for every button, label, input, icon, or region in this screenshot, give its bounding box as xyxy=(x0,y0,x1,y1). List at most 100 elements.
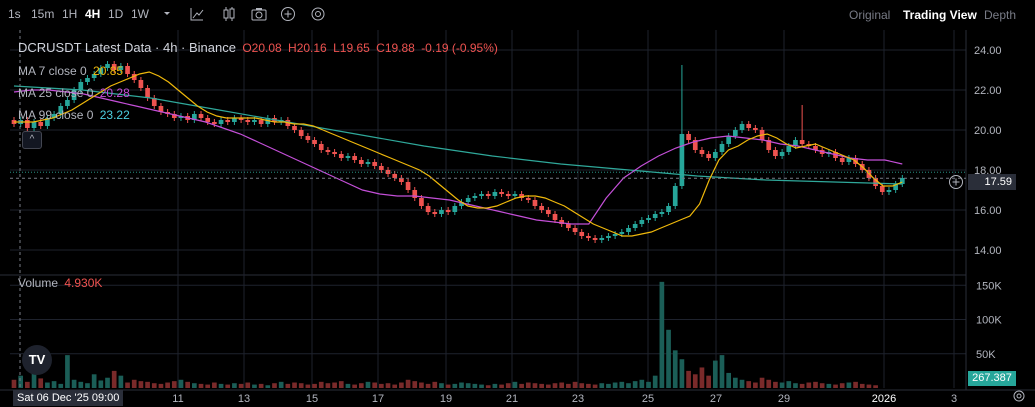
add-alert-icon[interactable] xyxy=(948,174,964,190)
volume-bar xyxy=(171,381,177,388)
volume-bar xyxy=(866,384,872,388)
volume-bar xyxy=(712,360,718,388)
volume-bar xyxy=(512,381,518,388)
candle-body xyxy=(98,68,104,74)
ma99-value: 23.22 xyxy=(99,108,130,122)
candle-body xyxy=(492,192,498,196)
chart-toolbar: 1s 15m 1H 4H 1D 1W Original Trading View… xyxy=(0,0,1035,30)
candle-body xyxy=(372,162,378,166)
high-label: H xyxy=(288,41,297,55)
price-chart[interactable]: 24.0022.0020.0018.0016.0014.00150K100K50… xyxy=(0,30,1035,407)
volume-bar xyxy=(379,383,384,388)
ma7-value: 20.85 xyxy=(93,64,124,78)
volume-bar xyxy=(345,383,351,388)
candle-body xyxy=(58,106,64,114)
candle-body xyxy=(298,130,304,136)
candle-body xyxy=(318,144,324,150)
symbol-title: DCRUSDT Latest Data · 4h · Binance xyxy=(18,40,236,55)
volume-bar xyxy=(425,383,431,388)
candle-body xyxy=(205,118,211,122)
volume-bar xyxy=(619,381,625,388)
candlesticks xyxy=(11,61,905,243)
volume-bar xyxy=(766,379,772,388)
volume-bar xyxy=(265,385,271,388)
volume-bar xyxy=(859,383,865,388)
view-original[interactable]: Original xyxy=(849,8,891,22)
candle-body xyxy=(118,66,124,70)
gear-icon[interactable] xyxy=(309,5,327,23)
add-circle-icon[interactable] xyxy=(279,5,297,23)
collapse-legend-button[interactable]: ^ xyxy=(22,131,42,149)
candle-body xyxy=(886,190,892,192)
settings-gear-icon[interactable] xyxy=(1012,389,1026,403)
volume-bar xyxy=(646,381,651,388)
candle-body xyxy=(312,140,317,144)
volume-bar xyxy=(726,372,732,388)
volume-bar xyxy=(298,383,304,388)
interval-1d[interactable]: 1D xyxy=(108,7,124,21)
candle-body xyxy=(31,122,37,128)
candle-body xyxy=(712,152,718,158)
volume-bar xyxy=(432,381,438,388)
time-tick-label: 29 xyxy=(778,393,790,405)
interval-1w[interactable]: 1W xyxy=(131,7,149,21)
volume-bar xyxy=(218,383,224,388)
candle-body xyxy=(659,212,665,214)
volume-bar xyxy=(78,381,84,388)
interval-1h[interactable]: 1H xyxy=(62,7,78,21)
line-tool-icon[interactable] xyxy=(188,5,206,23)
candle-body xyxy=(198,114,204,118)
candle-body xyxy=(412,190,418,198)
volume-bar xyxy=(91,374,97,388)
interval-4h[interactable]: 4H xyxy=(85,7,101,21)
candle-body xyxy=(632,224,638,228)
volume-bar xyxy=(793,383,798,388)
price-tick-label: 24.00 xyxy=(974,45,1002,57)
candle-body xyxy=(813,146,818,150)
candle-body xyxy=(719,144,725,152)
volume-bar xyxy=(185,381,190,388)
camera-icon[interactable] xyxy=(250,5,268,23)
volume-bar xyxy=(225,384,231,388)
volume-bar xyxy=(839,383,845,388)
chevron-up-icon: ^ xyxy=(29,134,35,145)
volume-bar xyxy=(706,375,711,388)
candle-body xyxy=(225,120,231,122)
volume-bar xyxy=(125,382,130,388)
volume-bar xyxy=(599,383,605,388)
volume-bar xyxy=(539,383,544,388)
volume-bar xyxy=(111,370,117,388)
volume-bar xyxy=(158,383,164,388)
candle-body xyxy=(138,80,144,88)
volume-bar xyxy=(405,379,411,388)
candle-body xyxy=(666,206,671,212)
volume-bar xyxy=(372,382,378,388)
volume-bar xyxy=(525,382,531,388)
volume-bar xyxy=(198,383,204,388)
candles-icon[interactable] xyxy=(220,5,238,23)
candle-body xyxy=(425,206,431,212)
volume-bar xyxy=(779,382,785,388)
volume-bar xyxy=(145,381,150,388)
volume-bar xyxy=(813,381,818,388)
candle-body xyxy=(586,236,591,238)
volume-bar xyxy=(833,384,838,388)
interval-15m[interactable]: 15m xyxy=(31,7,55,21)
volume-bar xyxy=(258,383,264,388)
view-depth[interactable]: Depth xyxy=(984,8,1017,22)
volume-bar xyxy=(853,381,858,388)
volume-bars xyxy=(11,281,878,388)
candle-body xyxy=(692,140,698,150)
candle-body xyxy=(525,198,531,200)
candle-body xyxy=(799,140,805,144)
volume-bar xyxy=(285,383,291,388)
candle-body xyxy=(532,200,538,206)
tradingview-logo: TV xyxy=(22,345,52,375)
candle-body xyxy=(71,90,77,100)
interval-1s[interactable]: 1s xyxy=(8,7,21,21)
volume-bar xyxy=(38,378,44,388)
volume-bar xyxy=(606,383,611,388)
chevron-down-icon[interactable] xyxy=(158,5,176,23)
low-value: 19.65 xyxy=(339,41,370,55)
view-trading-view[interactable]: Trading View xyxy=(903,8,977,22)
